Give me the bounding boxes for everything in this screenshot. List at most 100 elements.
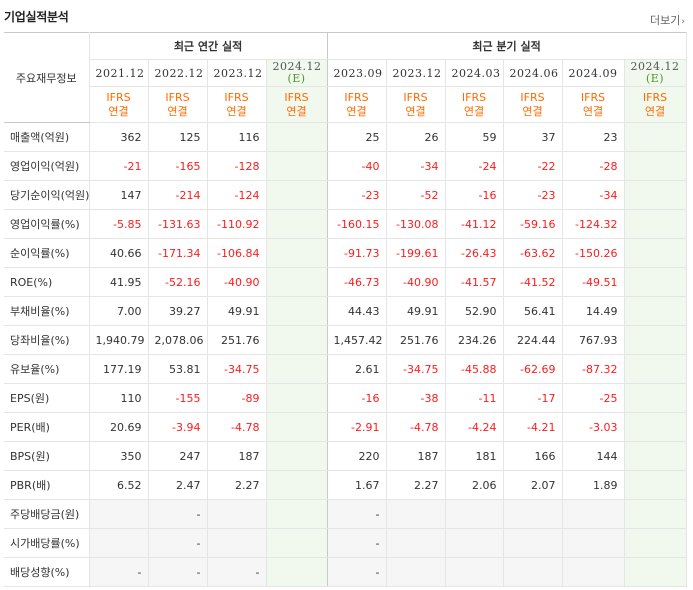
table-cell: [386, 499, 446, 529]
table-cell: -: [327, 557, 387, 587]
table-cell: [503, 557, 563, 587]
table-cell: 44.43: [327, 296, 387, 326]
ifrs-label: IFRS: [344, 90, 369, 104]
ifrs-header: IFRS 연결: [89, 86, 149, 123]
table-cell: -26.43: [445, 238, 504, 268]
row-label: 당기순이익(억원): [4, 180, 90, 210]
table-cell: [624, 180, 687, 210]
period-header: 2022.12: [148, 59, 208, 87]
group-header-row: 주요재무정보 최근 연간 실적 최근 분기 실적: [4, 32, 687, 123]
quarterly-group-header: 최근 분기 실적: [327, 32, 687, 60]
table-cell: -: [327, 528, 387, 558]
table-cell: 350: [89, 441, 149, 471]
table-cell: -4.78: [207, 412, 267, 442]
table-cell: 2.06: [445, 470, 504, 500]
table-cell: -38: [386, 383, 446, 413]
table-cell: -91.73: [327, 238, 387, 268]
table-cell: -3.03: [562, 412, 625, 442]
table-cell: 251.76: [386, 325, 446, 355]
table-cell: -28: [562, 151, 625, 181]
table-row: 당기순이익(억원) 147 -214 -124 -23 -52 -16 -23 -34: [4, 180, 687, 210]
table-cell: -199.61: [386, 238, 446, 268]
table-row: PBR(배) 6.52 2.47 2.27 1.67 2.27 2.06 2.07 1.89: [4, 470, 687, 500]
more-link-label: 더보기: [650, 14, 681, 27]
annual-group-header: 최근 연간 실적: [89, 32, 328, 60]
table-cell: -110.92: [207, 209, 267, 239]
table-cell: [445, 528, 504, 558]
more-link[interactable]: 더보기›: [650, 12, 685, 28]
period-label: 2024.12: [630, 60, 680, 73]
row-label: 영업이익률(%): [4, 209, 90, 239]
ifrs-label: IFRS: [461, 90, 487, 104]
period-label: 2022.12: [154, 66, 204, 80]
corner-label: 주요재무정보: [15, 71, 77, 85]
ifrs-header: IFRS 연결: [148, 86, 208, 123]
row-label: PBR(배): [4, 470, 90, 500]
financial-table: 주요재무정보 최근 연간 실적 최근 분기 실적 2021.12 2022.12 2…: [4, 32, 687, 587]
table-cell: [624, 412, 687, 442]
estimate-mark: (E): [645, 72, 665, 85]
table-cell: 41.95: [89, 267, 149, 297]
ifrs-label: IFRS: [520, 90, 545, 104]
table-cell: 6.52: [89, 470, 149, 500]
consolidated-label: 연결: [167, 104, 188, 118]
table-cell: [266, 557, 328, 587]
table-cell: 37: [503, 122, 563, 152]
table-cell: 767.93: [562, 325, 625, 355]
table-cell: [624, 499, 687, 529]
table-cell: -16: [445, 180, 504, 210]
table-cell: [503, 528, 563, 558]
consolidated-label: 연결: [226, 104, 247, 118]
annual-group-label: 최근 연간 실적: [173, 40, 243, 53]
table-cell: 187: [207, 441, 267, 471]
table-cell: [624, 557, 687, 587]
table-cell: [624, 151, 687, 181]
table-cell: 147: [89, 180, 149, 210]
table-cell: [624, 441, 687, 471]
table-cell: 56.41: [503, 296, 563, 326]
table-cell: -4.78: [386, 412, 446, 442]
table-cell: [624, 470, 687, 500]
table-cell: 234.26: [445, 325, 504, 355]
table-cell: -11: [445, 383, 504, 413]
row-label: 주당배당금(원): [4, 499, 90, 529]
period-label: 2024.03: [451, 66, 501, 80]
table-cell: -: [207, 557, 267, 587]
table-cell: 59: [445, 122, 504, 152]
table-cell: -4.24: [445, 412, 504, 442]
table-cell: -40.90: [207, 267, 267, 297]
table-cell: -106.84: [207, 238, 267, 268]
table-cell: -: [89, 557, 149, 587]
table-cell: [624, 325, 687, 355]
table-cell: 2.61: [327, 354, 387, 384]
table-cell: -: [148, 528, 208, 558]
table-cell: -49.51: [562, 267, 625, 297]
row-label: 시가배당률(%): [4, 528, 90, 558]
table-cell: 53.81: [148, 354, 208, 384]
table-cell: 49.91: [386, 296, 446, 326]
table-cell: [207, 499, 267, 529]
table-cell: [89, 499, 149, 529]
table-cell: 2.27: [207, 470, 267, 500]
table-cell: [89, 528, 149, 558]
period-label: 2023.12: [213, 66, 263, 80]
table-cell: -21: [89, 151, 149, 181]
accounting-standard-row: IFRS 연결 IFRS 연결 IFRS 연결 IFRS 연결 IFRS 연결 IFRS 연결 IFRS…: [4, 86, 687, 123]
table-row: 순이익률(%) 40.66 -171.34 -106.84 -91.73 -199.61-…: [4, 238, 687, 268]
table-row: ROE(%) 41.95 -52.16 -40.90 -46.73 -40.90 -41.5…: [4, 267, 687, 297]
period-label: 2024.12: [272, 60, 322, 73]
table-cell: 20.69: [89, 412, 149, 442]
consolidated-label: 연결: [346, 104, 367, 118]
table-cell: [562, 528, 625, 558]
row-label: ROE(%): [4, 267, 90, 297]
table-cell: -: [148, 557, 208, 587]
consolidated-label: 연결: [405, 104, 426, 118]
period-header: 2024.12 (E): [266, 59, 328, 87]
ifrs-header: IFRS 연결: [386, 86, 446, 123]
table-cell: -40.90: [386, 267, 446, 297]
period-label: 2024.06: [509, 66, 559, 80]
table-cell: [266, 267, 328, 297]
table-cell: -214: [148, 180, 208, 210]
ifrs-label: IFRS: [642, 90, 668, 104]
table-cell: [624, 296, 687, 326]
